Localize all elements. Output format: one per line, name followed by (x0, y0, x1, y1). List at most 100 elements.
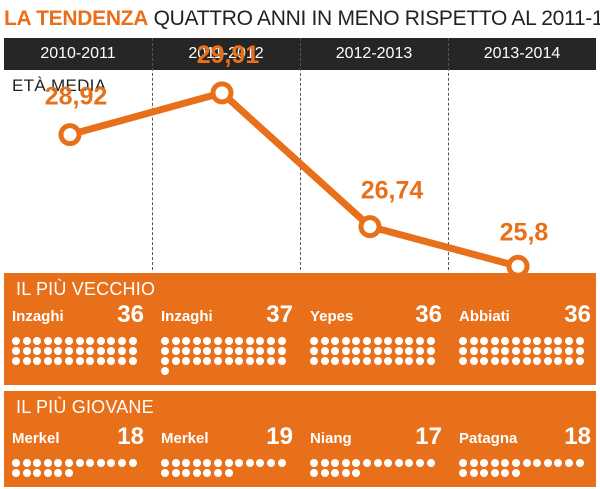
data-label: 25,8 (500, 218, 549, 246)
age-dot (96, 357, 105, 365)
age-dot (65, 357, 73, 365)
age-dot (331, 347, 340, 355)
age-dot (128, 459, 137, 467)
youngest-player-name: Merkel (12, 430, 60, 447)
age-dot (310, 347, 318, 355)
age-dot (384, 347, 393, 355)
age-dot (405, 357, 414, 365)
age-dot (320, 469, 329, 477)
oldest-player-name: Inzaghi (12, 308, 64, 325)
age-dot (277, 357, 286, 365)
age-dot (405, 337, 414, 345)
age-dot (214, 347, 222, 355)
age-dot (182, 347, 191, 355)
data-label: 26,74 (361, 177, 424, 205)
title-rest: QUATTRO ANNI IN MENO RISPETTO AL 2011-12 (153, 7, 600, 30)
age-dot (512, 459, 520, 467)
age-dot (267, 459, 275, 467)
age-dot (490, 337, 499, 345)
age-dot (352, 357, 361, 365)
age-dot (459, 347, 467, 355)
age-dot (161, 459, 169, 467)
age-dot (171, 459, 180, 467)
age-dot (203, 337, 212, 345)
age-dot (171, 347, 180, 355)
age-dot (65, 459, 73, 467)
age-dot (405, 347, 414, 355)
age-dot (416, 347, 424, 355)
age-dot (118, 459, 126, 467)
oldest-player-age: 36 (117, 301, 144, 328)
age-dot (192, 459, 201, 467)
age-dot (277, 347, 286, 355)
age-dot (310, 337, 318, 345)
age-dot (161, 337, 169, 345)
age-dot (575, 459, 584, 467)
age-dot (22, 347, 31, 355)
age-dot (245, 337, 254, 345)
series-label-eta-media: ETÀ MEDIA (12, 76, 107, 95)
column-divider (448, 38, 449, 270)
age-dot (118, 337, 126, 345)
age-dot (203, 459, 212, 467)
age-dot (373, 357, 382, 365)
age-dot (341, 459, 350, 467)
age-dot (426, 459, 435, 467)
age-dot (394, 459, 403, 467)
age-dot (245, 357, 254, 365)
age-dot (65, 337, 73, 345)
age-dot (543, 357, 552, 365)
age-dot (341, 469, 350, 477)
age-dot (224, 459, 233, 467)
age-dot (86, 337, 95, 345)
age-dot (373, 347, 382, 355)
age-dot (416, 357, 424, 365)
age-dot (256, 357, 265, 365)
age-dot (128, 357, 137, 365)
age-dot (512, 337, 520, 345)
age-dot (512, 469, 520, 477)
youngest-player-age: 19 (266, 423, 293, 450)
age-dot (480, 459, 489, 467)
age-dot (331, 357, 340, 365)
age-dot (277, 337, 286, 345)
age-dot (256, 347, 265, 355)
age-dot (405, 459, 414, 467)
age-dot (480, 347, 489, 355)
age-dot (22, 337, 31, 345)
age-dot (118, 357, 126, 365)
age-dot (192, 469, 201, 477)
age-dot (554, 337, 563, 345)
age-dot (224, 357, 233, 365)
age-dot (161, 367, 169, 375)
age-dot (267, 347, 275, 355)
age-dot (128, 347, 137, 355)
age-dot (331, 459, 340, 467)
age-dot (459, 337, 467, 345)
oldest-player-age: 36 (564, 301, 591, 328)
infographic-title: LA TENDENZA QUATTRO ANNI IN MENO RISPETT… (4, 4, 600, 34)
age-dot (320, 337, 329, 345)
age-dot (426, 357, 435, 365)
age-dot (416, 459, 424, 467)
age-dot (214, 357, 222, 365)
title-lead: LA TENDENZA (4, 7, 149, 30)
youngest-player-name: Merkel (161, 430, 209, 447)
youngest-panel-label: IL PIÙ GIOVANE (16, 397, 154, 417)
age-dot (310, 459, 318, 467)
age-dot (33, 469, 42, 477)
age-dot (107, 357, 116, 365)
oldest-panel: IL PIÙ VECCHIO (4, 273, 596, 385)
age-dot (214, 337, 222, 345)
age-dot (161, 357, 169, 365)
age-dot (75, 459, 84, 467)
youngest-player-name: Niang (310, 430, 352, 447)
age-dot (341, 357, 350, 365)
age-dot (96, 337, 105, 345)
age-dot (75, 347, 84, 355)
age-dot (203, 347, 212, 355)
age-dot (480, 337, 489, 345)
age-dot (565, 357, 573, 365)
data-point (210, 81, 234, 105)
age-dot (107, 347, 116, 355)
